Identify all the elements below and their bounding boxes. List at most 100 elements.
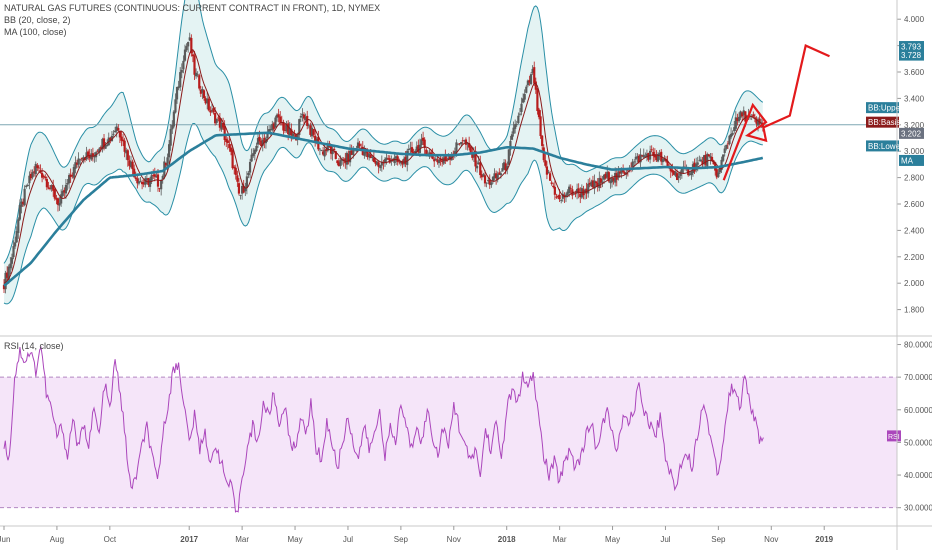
candle-body [256,138,260,145]
rsi-legend[interactable]: RSI (14, close) [4,341,64,351]
candle-body [87,151,90,156]
candle-body [534,81,537,90]
candle-body [277,114,280,118]
candle-body [248,161,252,173]
candle-body [676,173,679,181]
candle-body [191,54,195,57]
candle-body [468,143,471,148]
candle-body [656,153,660,162]
candle-body [669,167,672,172]
candle-body [687,167,690,176]
candle-body [407,148,410,150]
candle-body [285,125,288,132]
candle-body [144,178,147,185]
candle-body [379,165,382,169]
candle-body [214,112,217,124]
candle-body [363,151,366,156]
candle-body [279,116,282,123]
candle-body [414,150,417,154]
candle-body [506,166,509,170]
bb-legend[interactable]: BB (20, close, 2) [4,15,71,25]
candle-body [296,134,299,141]
candle-body [152,174,155,176]
price-tag: 3.728 [899,49,924,61]
candle-body [396,156,399,162]
candle-body [110,135,114,142]
candle-body [404,157,407,164]
price-tag: MA [899,154,924,166]
candle-body [680,168,683,173]
candle-body [495,173,498,179]
candle-body [420,139,423,146]
candle-body [715,169,718,178]
candle-body [299,116,302,118]
time-tick-label: Nov [764,535,778,544]
candle-body [483,175,487,184]
candle-body [174,99,177,113]
candle-body [198,75,201,89]
candle-body [375,161,379,165]
candle-body [114,130,117,133]
candle-body [253,149,256,154]
candle-body [269,129,272,131]
candle-body [34,163,37,175]
candle-body [488,179,491,185]
candle-body [501,168,504,172]
candle-body [402,158,406,165]
candle-body [710,157,714,161]
time-axis[interactable]: Jun Aug Oct 2017 Mar May Jul Sep Nov 2018 Mar May Ju… [0,526,834,544]
candle-body [47,187,50,189]
candle-body [387,158,390,160]
candle-body [48,188,52,190]
moving-average-line [3,131,764,287]
candle-body [482,174,485,177]
candle-body [609,180,612,184]
candle-body [620,170,623,174]
candle-body [599,178,602,183]
candle-body [26,184,29,187]
candle-body [44,176,47,179]
candle-body [704,154,707,165]
time-tick-label: Mar [235,535,249,544]
price-tag: BB:Lower [866,140,903,152]
candle-body [50,185,53,190]
candle-body [17,219,20,234]
candle-body [101,138,104,149]
candle-body [236,175,239,182]
candle-body [531,68,534,73]
trend-drawing[interactable] [722,44,830,181]
candle-body [183,49,187,61]
candle-body [358,143,361,147]
candle-body [158,188,161,190]
candle-body [234,167,237,175]
price-tag: BB:Upper [866,102,903,114]
time-tick-label: Nov [447,535,461,544]
candle-body [588,182,591,185]
symbol-title[interactable]: NATURAL GAS FUTURES (CONTINUOUS: CURRENT… [4,3,381,13]
candle-body [575,189,579,194]
price-tag-bg [866,140,899,152]
candle-body [602,174,606,180]
candle-body [75,162,79,165]
candle-body [56,198,60,205]
candle-body [150,175,153,181]
candle-body [142,182,145,185]
candle-body [255,145,258,151]
ma-legend[interactable]: MA (100, close) [4,27,67,37]
candle-body [555,196,558,198]
candle-body [377,162,380,167]
candle-body [441,160,444,163]
candle-body [175,86,179,100]
candle-body [564,194,568,197]
candle-body [637,155,641,163]
candle-body [315,138,318,142]
candle-body [318,148,322,150]
candle-body [677,175,680,179]
price-tag-bg [866,102,899,114]
candle-body [474,150,477,167]
candle-body [194,72,198,77]
candle-body [37,167,41,169]
candle-body [88,155,91,159]
candle-body [320,150,323,152]
